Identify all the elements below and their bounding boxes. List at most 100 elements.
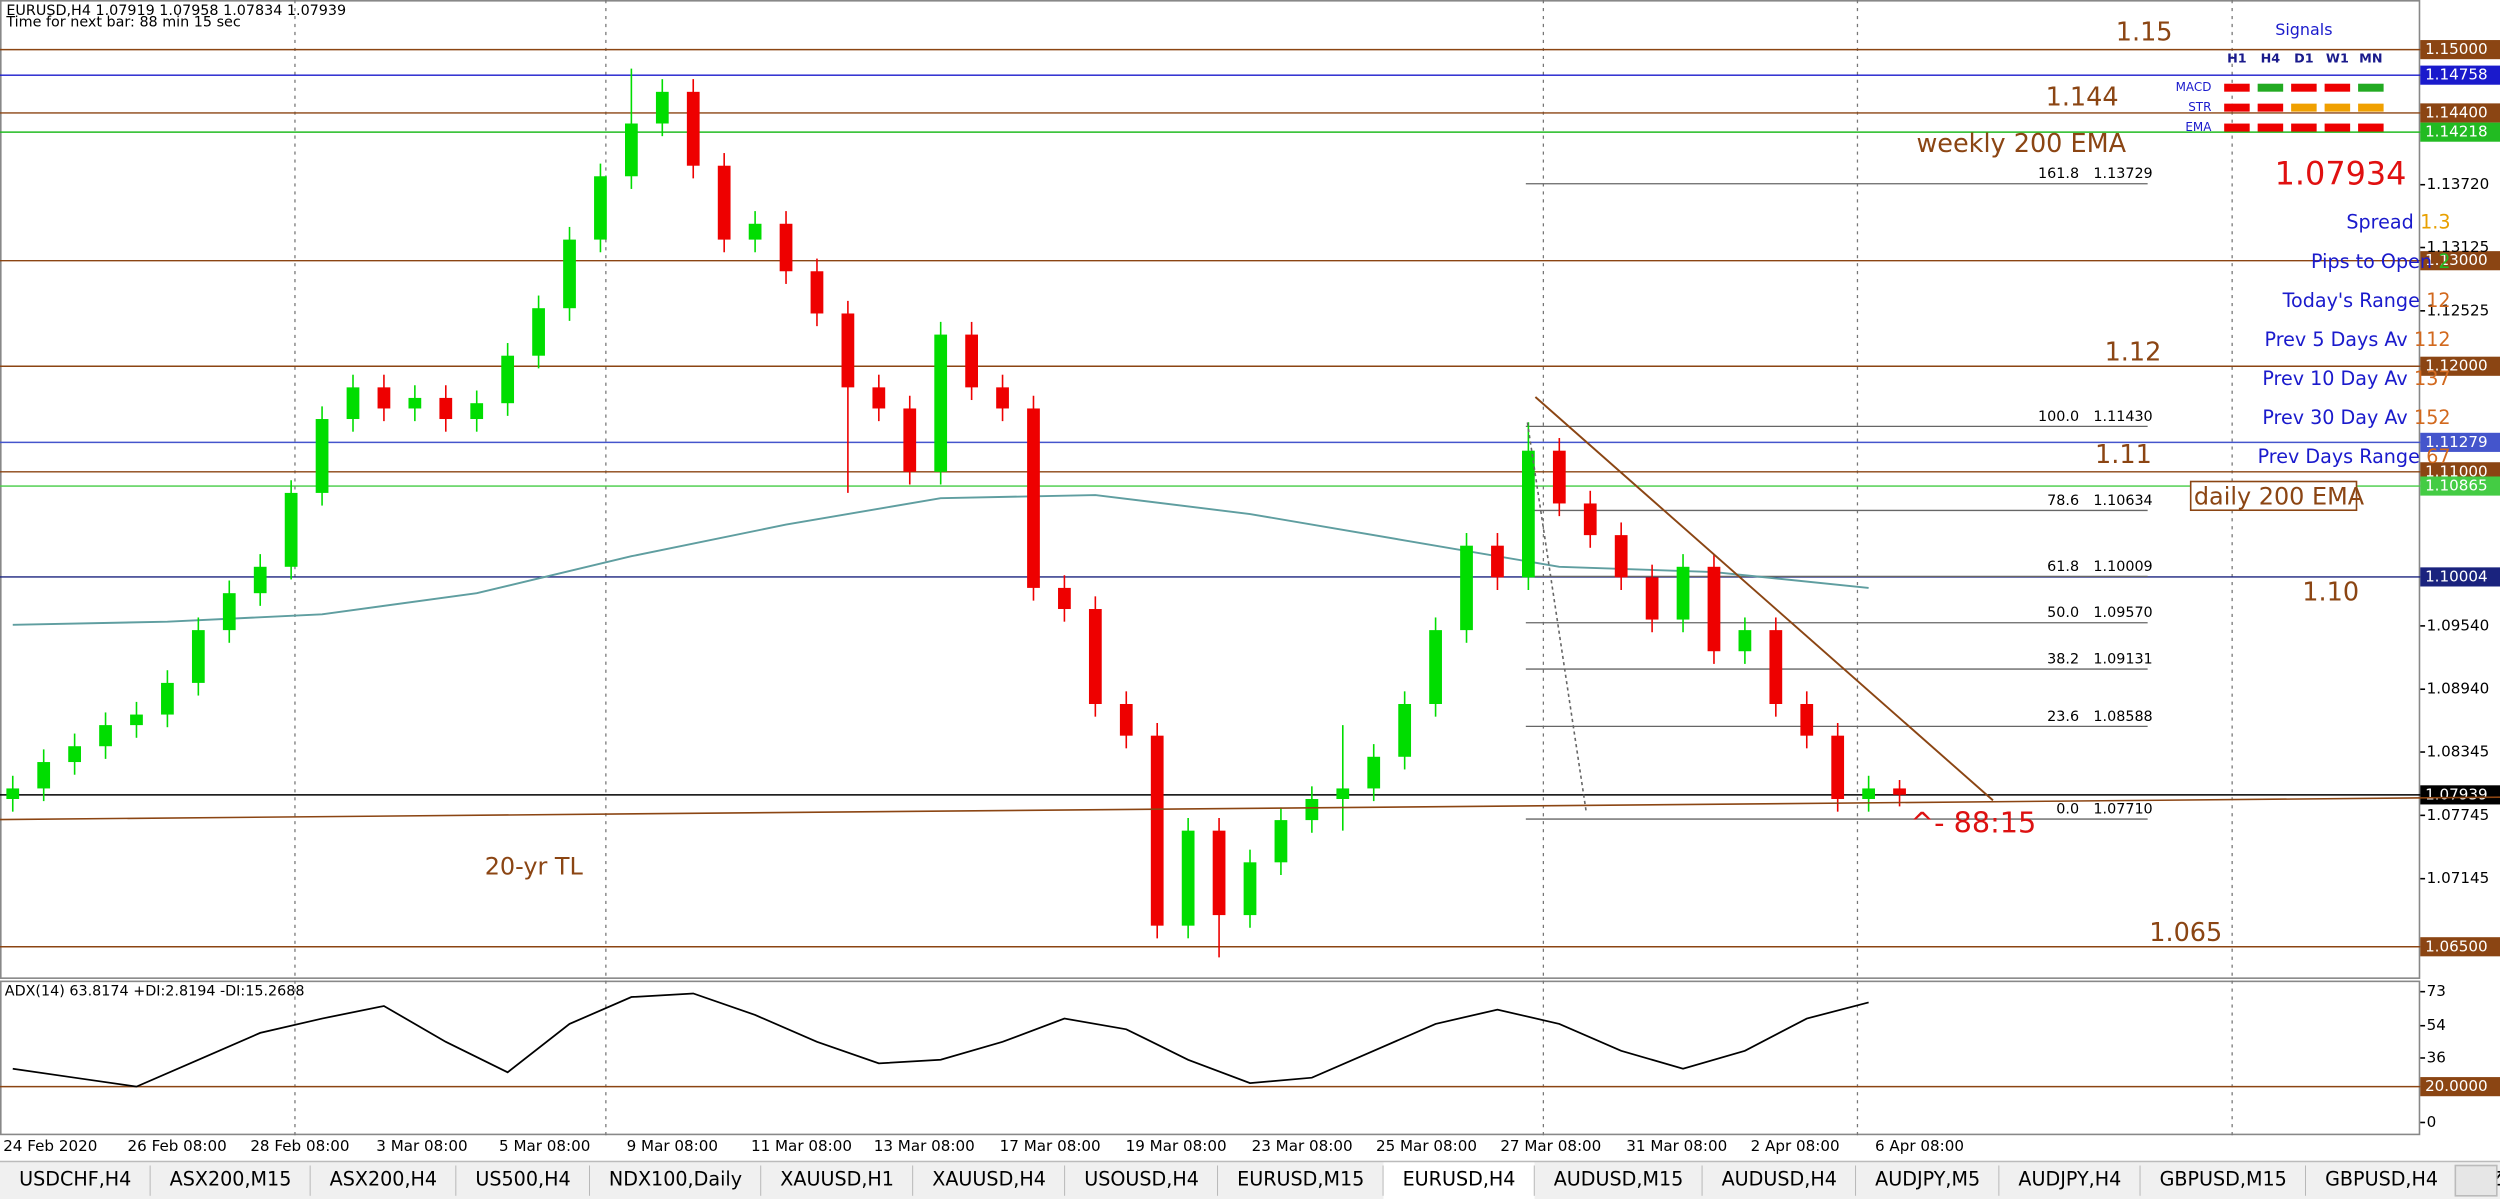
time-label: 6 Apr 08:00 [1875, 1137, 1964, 1155]
level-box [2420, 476, 2500, 496]
tab[interactable]: USDCHF,H4 [0, 1162, 152, 1199]
tab-label[interactable]: USDCHF,H4 [19, 1167, 131, 1190]
tab[interactable]: AUDUSD,M15 [1534, 1162, 1704, 1199]
tab-label[interactable]: EURUSD,H4 [1403, 1167, 1516, 1190]
level-box [2420, 356, 2500, 376]
candle-body [1119, 704, 1133, 736]
tab-label[interactable]: AUDJPY,M5 [1875, 1167, 1980, 1190]
weekly-ema-note: weekly 200 EMA [1916, 129, 2126, 159]
tab-label[interactable]: USOUSD,H4 [1084, 1167, 1199, 1190]
signal-column: H4 [2261, 52, 2281, 67]
time-label: 24 Feb 2020 [3, 1137, 97, 1155]
daily-ema-note: daily 200 EMA [2194, 482, 2365, 510]
adx-tick-label: 54 [2427, 1016, 2446, 1034]
fib-price: 1.10634 [2093, 493, 2152, 509]
fib-price: 1.07710 [2093, 801, 2152, 817]
candle-body [68, 746, 81, 763]
level-box [2420, 567, 2500, 587]
tab-label[interactable]: AUDUSD,H4 [1722, 1167, 1837, 1190]
tab-label[interactable]: AUDJPY,H4 [2018, 1167, 2121, 1190]
candle-body [284, 492, 298, 567]
adx-tick-label: 0 [2427, 1113, 2437, 1131]
tab-background [456, 1162, 590, 1199]
tab[interactable]: AUDUSD,H4 [1702, 1162, 1857, 1199]
tab[interactable]: EURUSD,H4 [1383, 1162, 1536, 1199]
tab[interactable]: EURUSD,M15 [1218, 1162, 1385, 1199]
fib-ratio: 50.0 [2047, 605, 2079, 621]
tab[interactable]: US500,H4 [456, 1162, 591, 1199]
tab[interactable]: AUDJPY,M5 [1856, 1162, 2001, 1199]
candle-body [748, 223, 762, 240]
daily-ema-box [2189, 480, 2358, 512]
tab-background [913, 1162, 1066, 1199]
level-label: 1.11000 [2425, 462, 2488, 480]
candle-body [903, 408, 917, 472]
fib-ratio: 100.0 [2038, 409, 2079, 425]
tab-label[interactable]: US500,H4 [475, 1167, 570, 1190]
signal-column: MN [2359, 52, 2382, 67]
tab[interactable]: XAUUSD,H1 [761, 1162, 914, 1199]
tab-scroll-button[interactable] [2454, 1164, 2498, 1197]
signal-column: W1 [2326, 52, 2349, 67]
candle-body [1243, 862, 1257, 916]
fib-ratio: 78.6 [2047, 493, 2079, 509]
tab[interactable]: ASX200,H4 [310, 1162, 458, 1199]
time-label: 9 Mar 08:00 [627, 1137, 718, 1155]
fib-price: 1.10009 [2093, 559, 2152, 575]
level-label: 1.14758 [2425, 66, 2488, 84]
adx-level-box [2420, 1077, 2500, 1097]
candle-body [1429, 630, 1442, 705]
tab[interactable]: GBPUSD,M15 [2140, 1162, 2307, 1199]
candle-body [346, 387, 360, 420]
level-label: 1.10004 [2425, 567, 2488, 585]
tab-label[interactable]: XAUUSD,H1 [780, 1167, 894, 1190]
signal-cell [2358, 83, 2384, 92]
tab-label[interactable]: GBPUSD,M15 [2160, 1167, 2287, 1190]
info-value: 2 [2438, 250, 2450, 273]
candle-body [1398, 704, 1412, 757]
adx-line [12, 992, 1869, 1088]
time-label: 23 Mar 08:00 [1252, 1137, 1353, 1155]
tab-label[interactable]: XAUUSD,H4 [932, 1167, 1046, 1190]
info-value: 112 [2414, 328, 2451, 351]
tab[interactable]: XAUUSD,H4 [913, 1162, 1066, 1199]
tab-background [1534, 1162, 1703, 1199]
tab[interactable]: NDX100,Daily [589, 1162, 762, 1199]
adx-frame [0, 980, 2421, 1136]
signal-cell [2291, 83, 2317, 92]
tab[interactable]: ASX200,M15 [150, 1162, 312, 1199]
tab[interactable]: USOUSD,H4 [1065, 1162, 1219, 1199]
axis-label: 1.07145 [2427, 869, 2490, 887]
fib-ratio: 161.8 [2038, 166, 2079, 182]
info-label: Today's Range [2282, 289, 2420, 312]
signal-cell [2257, 103, 2284, 112]
candle-body [315, 419, 329, 493]
tab-label[interactable]: ASX200,M15 [170, 1167, 292, 1190]
level-note: 1.11 [2095, 440, 2152, 470]
tab-label[interactable]: EURUSD,M15 [1237, 1167, 1364, 1190]
tab-label[interactable]: GBPUSD,H4 [2325, 1167, 2438, 1190]
tab-label[interactable]: ASX200,H4 [330, 1167, 437, 1190]
tab[interactable]: AUDJPY,H4 [1999, 1162, 2142, 1199]
fib-ratio: 38.2 [2047, 652, 2079, 668]
candle-body [1522, 450, 1535, 578]
candle-body [655, 91, 669, 124]
candle-body [377, 387, 391, 409]
tab-background [150, 1162, 311, 1199]
signal-row-name: MACD [2176, 80, 2212, 94]
candle-body [810, 271, 824, 314]
trend-line-20yr [0, 796, 2500, 821]
tab-label[interactable]: AUDUSD,M15 [1554, 1167, 1684, 1190]
candle-body [1645, 577, 1659, 620]
tab[interactable]: GBPUSD,H4 [2305, 1162, 2458, 1199]
level-box [2420, 251, 2500, 271]
candle-body [1738, 630, 1752, 652]
info-value: 152 [2414, 406, 2451, 429]
candle-body [1769, 630, 1783, 705]
axis-label: 1.13125 [2427, 238, 2490, 256]
candle-body [99, 725, 112, 747]
candle-body [501, 355, 515, 404]
timer-line: Time for next bar: 88 min 15 sec [5, 14, 240, 30]
level-box [2420, 40, 2500, 60]
tab-label[interactable]: NDX100,Daily [609, 1167, 742, 1190]
